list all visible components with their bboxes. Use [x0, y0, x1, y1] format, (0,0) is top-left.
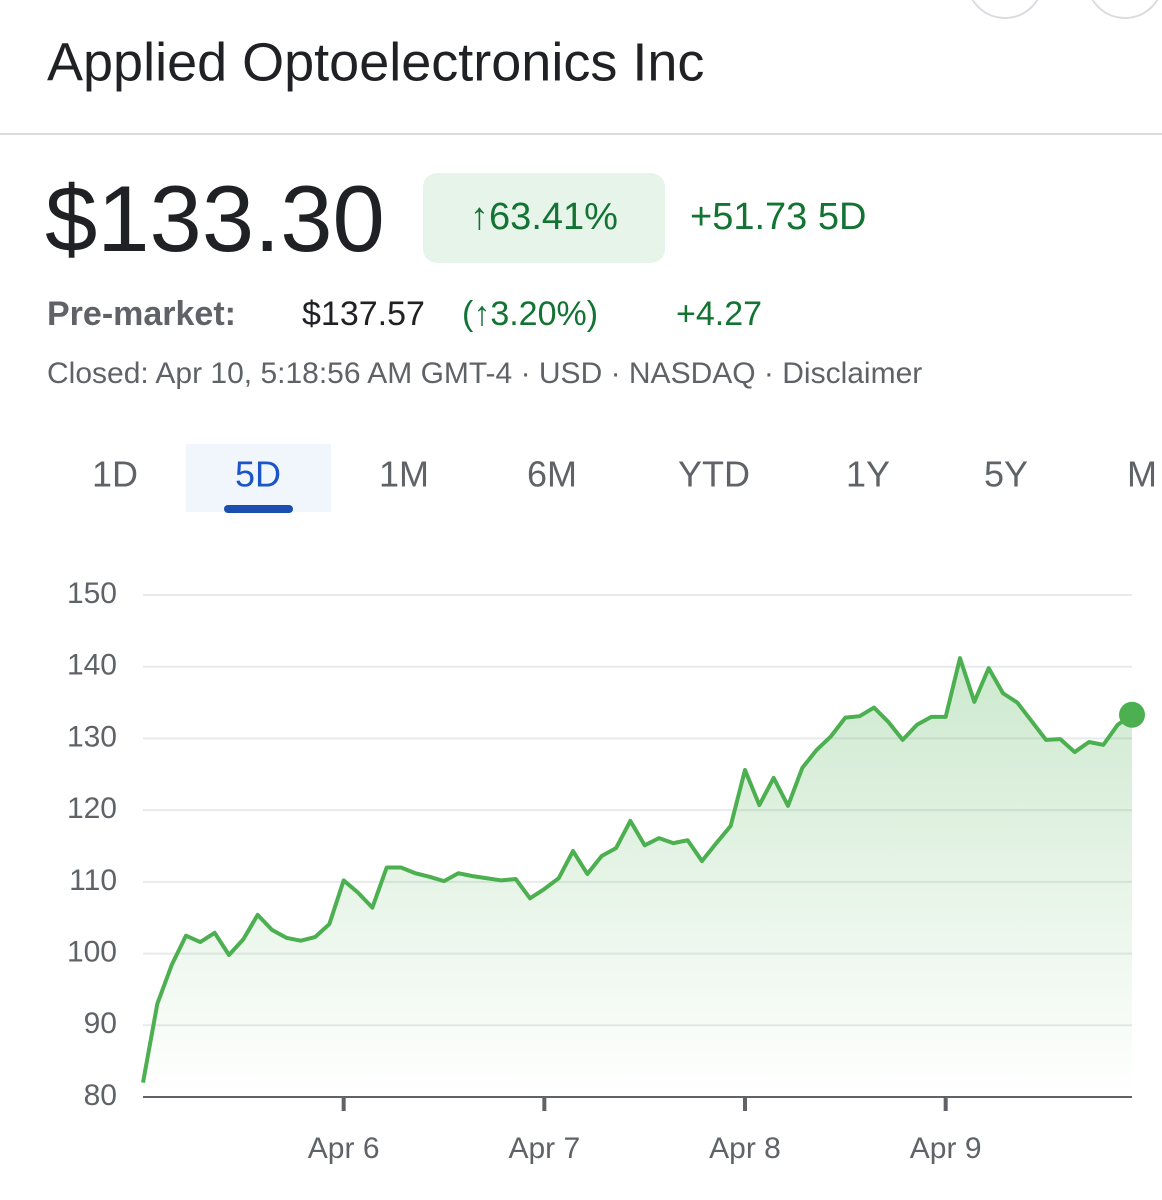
price-line [141, 656, 1134, 1084]
change-pct: ↑63.41% [470, 196, 618, 238]
tab[interactable]: YTD [678, 454, 750, 495]
tab-indicator [224, 505, 293, 513]
title: Applied Optoelectronics Inc [47, 32, 704, 92]
premarket-price: $137.57 [302, 295, 425, 333]
tab[interactable]: 5Y [984, 454, 1028, 495]
y-tick-label: 120 [67, 792, 117, 825]
x-tick-label: Apr 6 [308, 1132, 380, 1165]
end-dot [1119, 701, 1145, 728]
x-tick-label: Apr 7 [508, 1132, 580, 1165]
y-tick-label: 100 [67, 935, 117, 968]
y-tick-label: 150 [67, 577, 117, 610]
tab[interactable]: 1Y [846, 454, 890, 495]
status: Closed: Apr 10, 5:18:56 AM GMT-4 · USD ·… [47, 357, 922, 390]
premarket-abs: +4.27 [676, 295, 762, 333]
y-tick-label: 80 [84, 1079, 117, 1112]
y-tick-label: 110 [69, 864, 117, 897]
top-button[interactable] [967, 0, 1043, 19]
tab[interactable]: 1D [92, 454, 138, 495]
price: $133.30 [45, 166, 385, 271]
tab[interactable]: 6M [527, 454, 577, 495]
x-tick-label: Apr 9 [910, 1132, 982, 1165]
premarket-pct: (↑3.20%) [462, 295, 598, 333]
x-tick-label: Apr 8 [709, 1132, 781, 1165]
y-tick-label: 140 [67, 649, 117, 682]
tab[interactable]: 5D [235, 454, 281, 495]
change-abs: +51.73 5D [690, 196, 866, 238]
area [143, 658, 1132, 1097]
change-badge [423, 173, 665, 263]
y-tick-label: 90 [84, 1007, 117, 1040]
tab[interactable]: 1M [379, 454, 429, 495]
tab-highlight [186, 444, 331, 512]
premarket-label: Pre-market: [47, 295, 236, 333]
tab[interactable]: M [1127, 454, 1157, 495]
y-tick-label: 130 [67, 720, 117, 753]
top-button[interactable] [1087, 0, 1162, 19]
